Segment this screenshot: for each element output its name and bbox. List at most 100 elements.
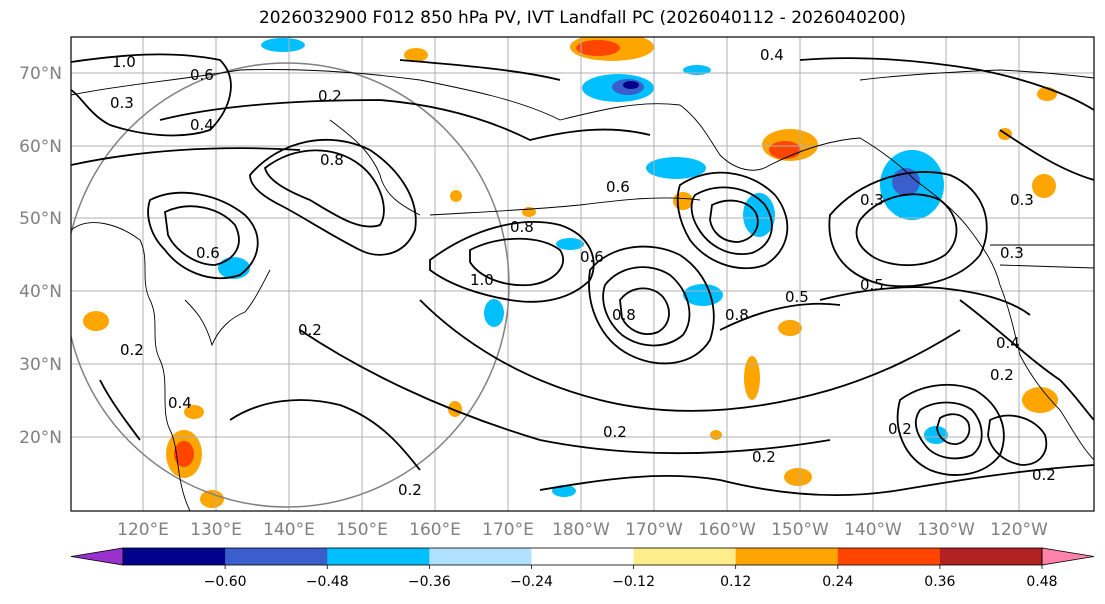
contour-label: 0.4 [190,116,214,134]
fill-blue-topleft [261,38,305,52]
latitude-labels: 70°N 60°N 50°N 40°N 30°N 20°N [19,64,62,448]
coast-bc [914,179,1001,286]
colorbar-segment [735,548,839,565]
coast-kamchatka [329,119,421,216]
colorbar-tick-label: −0.12 [612,574,655,590]
colorbar-tick-label: 0.36 [924,574,955,590]
fill-blue-south [552,485,576,497]
fill-blue-aleutian [743,193,775,237]
colorbar-tick-label: 0.12 [720,574,751,590]
fill-orange-arctic [1037,87,1057,101]
pv-contours [71,53,1094,497]
coast-uswest [999,284,1094,461]
contour-label: 0.3 [1010,191,1034,209]
coastlines [71,69,1094,511]
colorbar-segment [225,548,328,565]
colorbar-tick-label: −0.36 [408,574,451,590]
pv-anomaly-fills [83,37,1058,508]
lon-label: 130°E [190,520,242,540]
fill-orange-topleft [404,48,428,62]
contour-label: 0.2 [318,87,342,105]
fill-orange-ca [1022,387,1058,413]
lon-label: 120°E [117,520,169,540]
lat-label: 20°N [19,428,62,448]
contour-label: 0.4 [760,46,784,64]
lon-label: 120°W [990,520,1048,540]
colorbar-segment [837,548,941,565]
lon-label: 140°W [844,520,902,540]
colorbar-segment [531,548,635,565]
contour-label: 0.6 [196,244,220,262]
lon-label: 150°E [336,520,388,540]
colorbar-segment [939,548,1043,565]
coast-japan [184,269,271,347]
contour-label: 1.0 [470,271,494,289]
fill-orange-mid1 [744,356,760,400]
lon-label: 140°E [263,520,315,540]
colorbar-extend-high [1041,547,1095,566]
contour-label: 0.8 [510,218,534,236]
fill-orange-left1 [83,311,109,331]
fill-red-top [576,40,620,56]
colorbar-tick-label: −0.60 [204,574,247,590]
lat-label: 50°N [19,209,62,229]
contour-label: 0.2 [120,341,144,359]
fill-orange-small4 [450,190,462,202]
colorbar-tick-label: 0.48 [1026,574,1057,590]
lon-label: 180°W [552,520,610,540]
coast-siberia [71,69,681,121]
contour-label: 0.5 [785,288,809,306]
colorbar-tick-label: −0.24 [510,574,553,590]
fill-orange-mid2 [778,320,802,336]
map-title: 2026032900 F012 850 hPa PV, IVT Landfall… [258,8,906,28]
colorbar-tick-label: 0.24 [822,574,853,590]
contour-label: 0.8 [320,151,344,169]
contour-label: 0.8 [612,306,636,324]
fill-blue-mid3 [556,238,584,250]
contour-label: 0.6 [190,66,214,84]
colorbar: −0.60 −0.48 −0.36 −0.24 −0.12 0.12 0.24 0.36 0.4… [70,547,1095,590]
coast-asia [71,222,191,511]
contour-label: 0.2 [398,481,422,499]
fill-navy-top [623,81,639,89]
coast-arctic [859,69,1094,81]
contour-label: 0.2 [298,321,322,339]
fill-orange-mid3 [673,192,693,210]
contour-label: 1.0 [112,53,136,71]
lon-label: 160°W [698,520,756,540]
colorbar-segment [429,548,532,565]
contour-label: 0.4 [996,334,1020,352]
coast-alaska [679,104,916,181]
lon-label: 150°W [771,520,829,540]
lon-label: 160°E [409,520,461,540]
contour-label: 0.2 [1032,466,1056,484]
lon-label: 130°W [917,520,975,540]
contour-label: 0.2 [752,448,776,466]
fill-orange-bc [1032,174,1056,198]
fill-orange-left4 [184,405,204,419]
fill-orange-small1 [448,401,462,417]
lat-label: 70°N [19,64,62,84]
colorbar-segment [327,548,430,565]
contour-label: 0.5 [860,276,884,294]
fill-orange-small2 [710,430,722,440]
colorbar-segment [123,548,226,565]
map-frame [70,36,1095,512]
fill-red-left2 [174,441,194,467]
contour-label: 0.3 [110,94,134,112]
colorbar-extend-low [70,547,124,566]
contour-label: 0.3 [1000,244,1024,262]
lat-label: 60°N [19,137,62,157]
fill-red-alaska [769,141,801,159]
lat-label: 40°N [19,282,62,302]
lon-label: 170°W [625,520,683,540]
contour-labels: 1.0 0.6 0.3 0.4 0.2 0.8 0.6 0.8 1.0 0.6 … [110,46,1056,499]
contour-label: 0.6 [606,178,630,196]
lon-label: 170°E [482,520,534,540]
fill-blue-mid1 [683,284,723,306]
contour-label: 0.2 [990,366,1014,384]
fill-blue-gulf [646,157,706,179]
lat-label: 30°N [19,355,62,375]
longitude-labels: 120°E 130°E 140°E 150°E 160°E 170°E 180°… [117,520,1048,540]
